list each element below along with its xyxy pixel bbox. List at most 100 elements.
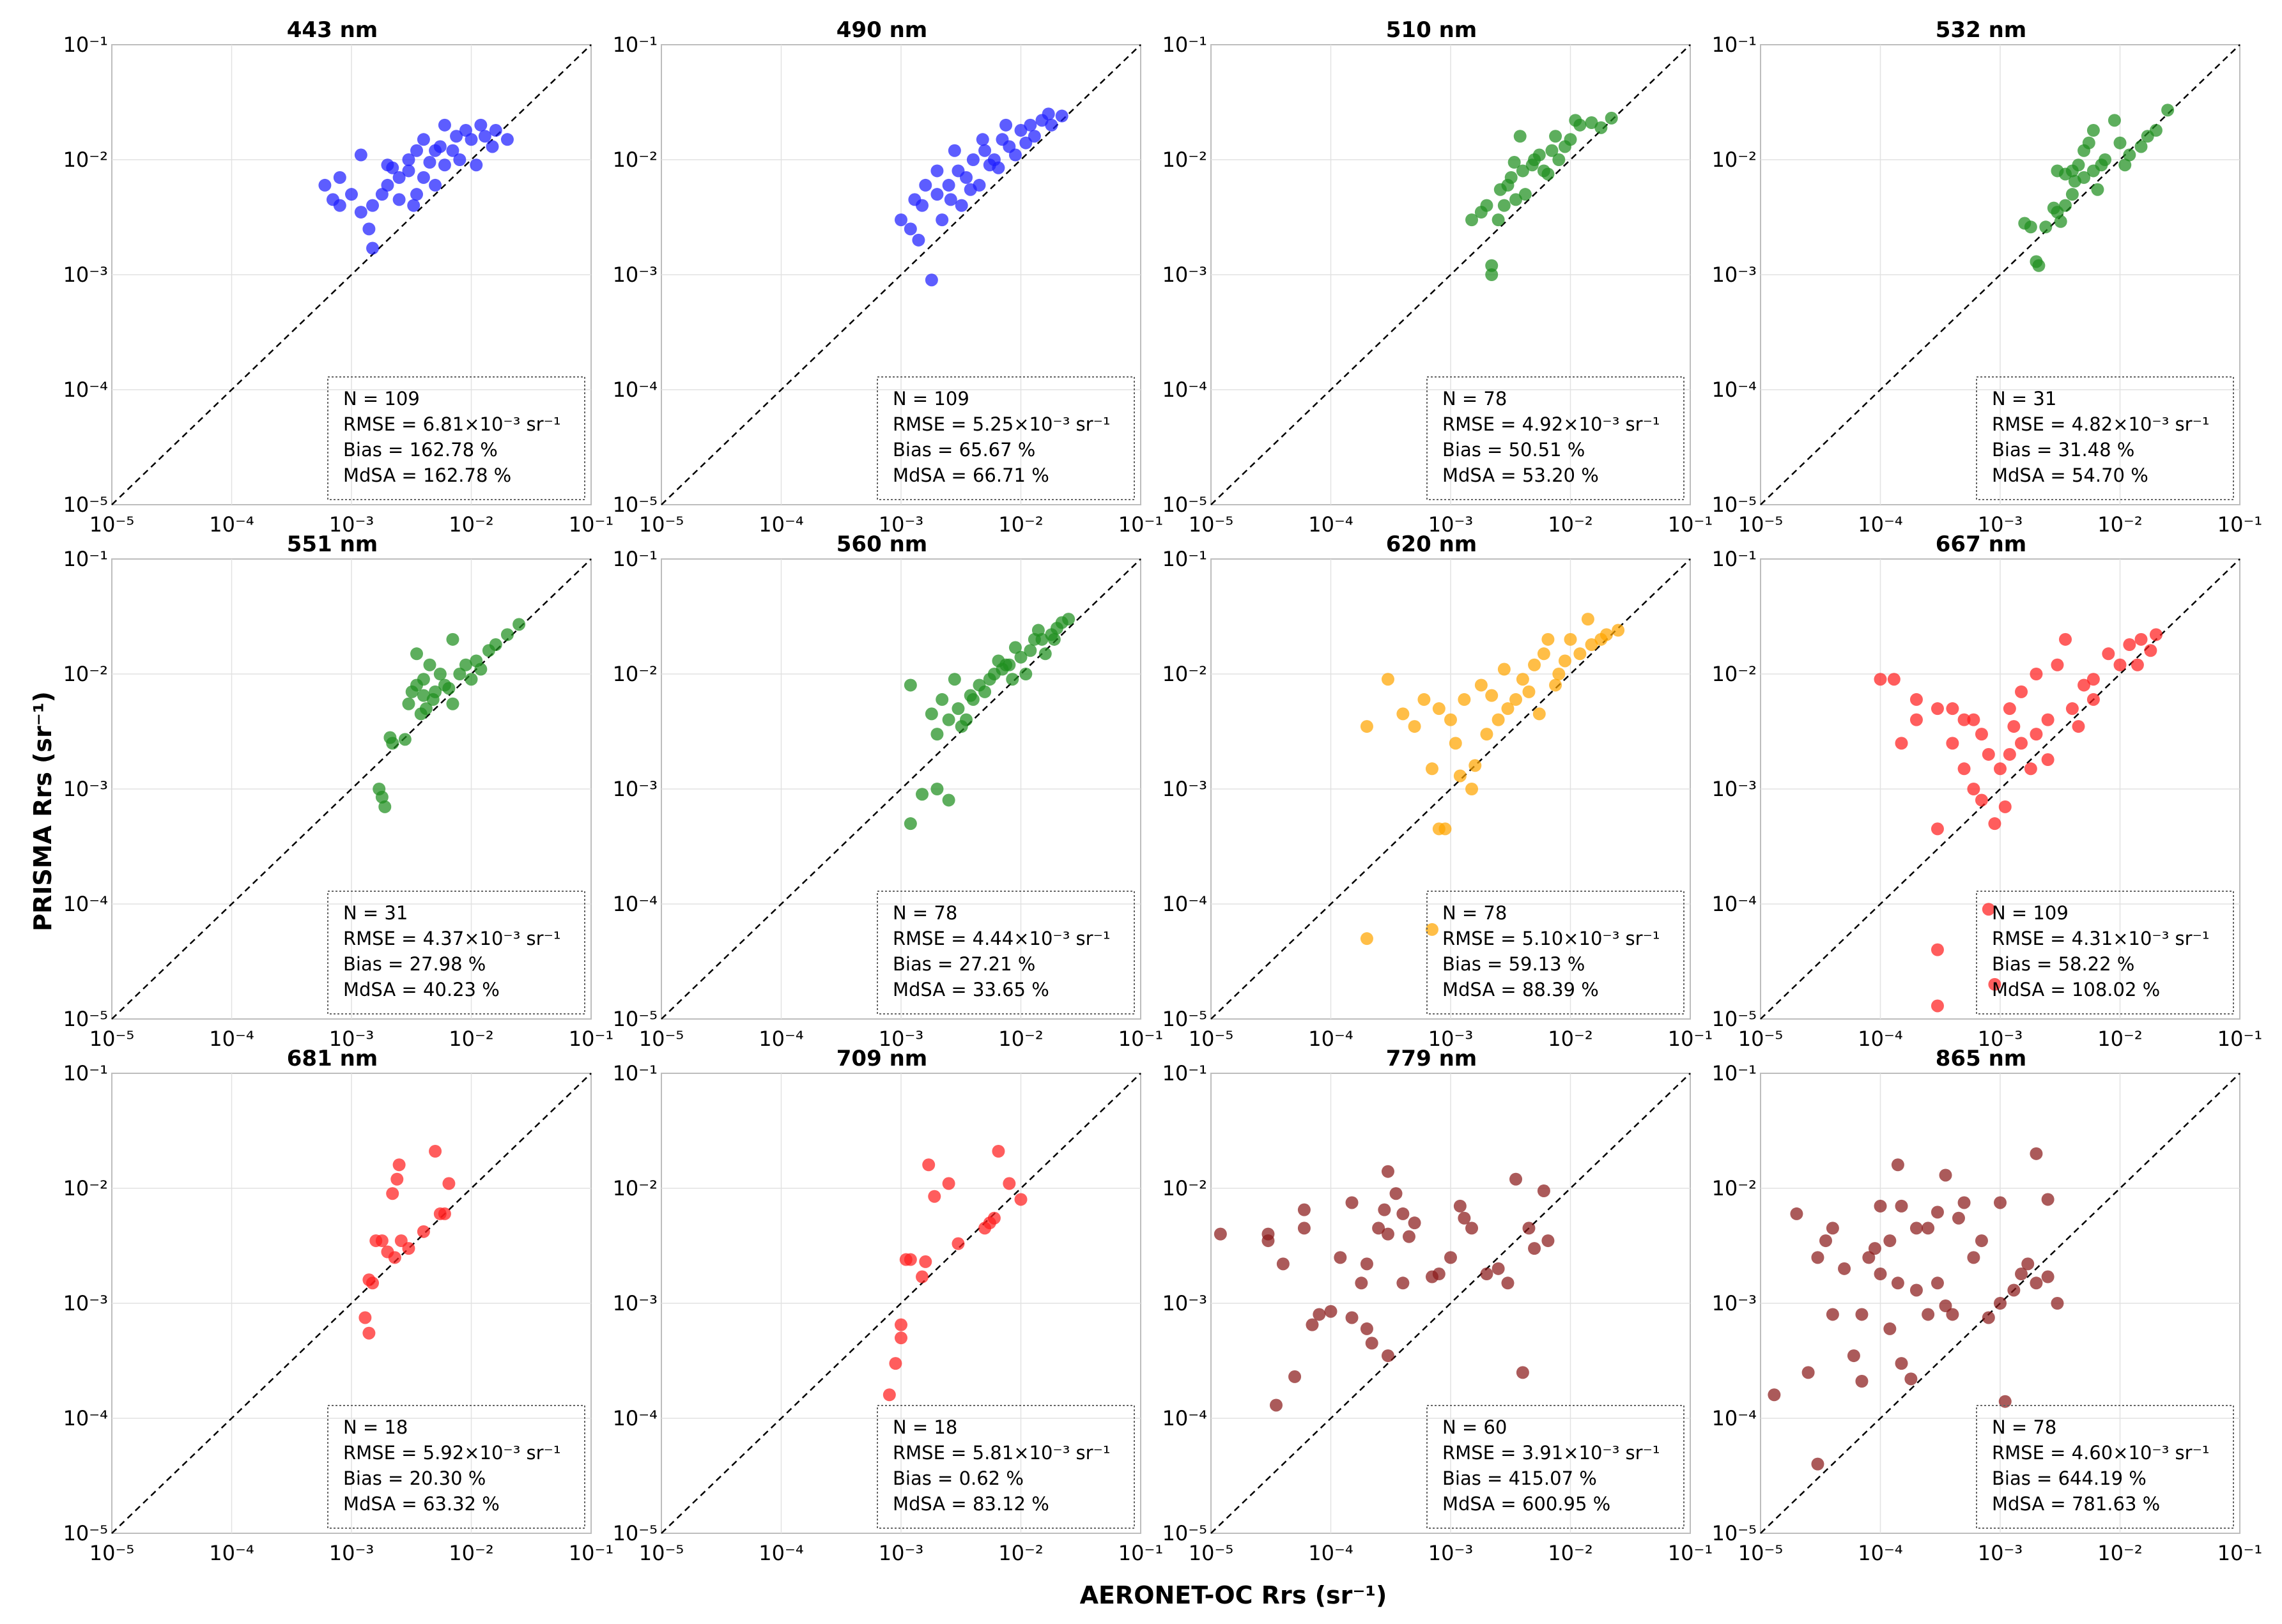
- data-point: [925, 707, 938, 721]
- y-tick-label: 10⁻³: [1162, 263, 1207, 287]
- data-point: [1811, 1457, 1824, 1471]
- x-tick-label: 10⁻¹: [569, 1027, 613, 1051]
- x-tick-label: 10⁻⁵: [1738, 1541, 1783, 1565]
- data-point: [1883, 1234, 1897, 1248]
- scatter-panel: 10⁻⁵10⁻⁵ 10⁻⁴ 10⁻⁴ 10⁻³ 10⁻³ 10⁻² 10⁻² 10⁻¹ 10⁻¹…: [1712, 532, 2263, 1051]
- x-tick-label: 10⁻³: [879, 512, 923, 537]
- y-tick-label: 10⁻⁴: [1162, 1406, 1207, 1430]
- y-tick-label: 10⁻²: [1712, 1176, 1757, 1200]
- data-point: [1261, 1234, 1275, 1248]
- y-tick-label: 10⁻¹: [1162, 33, 1207, 57]
- data-point: [1014, 650, 1028, 664]
- data-point: [1381, 1227, 1394, 1241]
- data-point: [375, 790, 389, 804]
- panel-title: 865 nm: [1936, 1046, 2026, 1071]
- data-point: [1967, 713, 1980, 726]
- stats-box: [1976, 891, 2234, 1015]
- y-tick-label: 10⁻²: [613, 1176, 658, 1200]
- data-point: [1396, 1207, 1410, 1220]
- panel-title: 510 nm: [1386, 17, 1477, 43]
- data-point: [1957, 762, 1971, 776]
- data-point: [895, 213, 907, 227]
- data-point: [2041, 753, 2055, 767]
- one-to-one-line: [111, 1073, 592, 1534]
- stats-line: Bias = 27.98 %: [343, 953, 486, 975]
- data-point: [446, 632, 459, 646]
- x-tick-label: 10⁻²: [998, 512, 1043, 537]
- y-tick-label: 10⁻⁴: [1162, 892, 1207, 916]
- stats-line: RMSE = 4.31×10⁻³ sr⁻¹: [1992, 928, 2210, 949]
- y-tick-label: 10⁻³: [613, 263, 658, 287]
- data-point: [2091, 183, 2104, 196]
- data-point: [889, 1357, 902, 1370]
- y-tick-label: 10⁻²: [63, 148, 108, 172]
- data-point: [318, 178, 332, 192]
- y-tick-label: 10⁻⁴: [1712, 1406, 1757, 1430]
- data-point: [1444, 713, 1457, 726]
- one-to-one-line: [661, 1073, 1141, 1534]
- data-point: [1994, 1196, 2007, 1209]
- y-tick-label: 10⁻³: [1712, 777, 1757, 801]
- y-tick-label: 10⁻³: [613, 777, 658, 801]
- data-point: [2003, 702, 2016, 716]
- data-point: [904, 1253, 917, 1266]
- y-tick-label: 10⁻¹: [1162, 547, 1207, 571]
- data-point: [1532, 707, 1546, 721]
- data-point: [1432, 702, 1446, 716]
- y-tick-label: 10⁻³: [63, 263, 108, 287]
- x-tick-label: 10⁻⁵: [1189, 1541, 1233, 1565]
- data-point: [1909, 1222, 1923, 1235]
- data-point: [474, 118, 488, 132]
- data-point: [1957, 1196, 1971, 1209]
- y-tick-label: 10⁻³: [1162, 1291, 1207, 1315]
- data-point: [1045, 118, 1058, 132]
- data-point: [955, 199, 968, 212]
- stats-line: Bias = 0.62 %: [893, 1467, 1024, 1489]
- y-tick-label: 10⁻²: [1712, 148, 1757, 172]
- data-point: [1417, 693, 1431, 706]
- data-point: [442, 682, 456, 695]
- data-point: [942, 1177, 955, 1190]
- data-point: [1501, 702, 1515, 716]
- data-point: [333, 199, 346, 212]
- data-point: [1931, 1206, 1944, 1219]
- stats-line: MdSA = 53.20 %: [1442, 464, 1599, 486]
- y-tick-label: 10⁻³: [1712, 1291, 1757, 1315]
- data-point: [386, 161, 399, 174]
- y-tick-label: 10⁻¹: [613, 33, 658, 57]
- data-point: [2051, 1297, 2064, 1310]
- data-point: [1537, 1184, 1550, 1198]
- data-point: [2102, 647, 2115, 661]
- one-to-one-line: [111, 44, 592, 505]
- stats-line: N = 18: [893, 1416, 957, 1438]
- data-point: [1931, 1276, 1944, 1290]
- stats-line: RMSE = 4.37×10⁻³ sr⁻¹: [343, 928, 561, 949]
- data-point: [345, 188, 358, 201]
- data-point: [2113, 658, 2127, 671]
- data-point: [392, 1158, 406, 1172]
- data-point: [1532, 148, 1546, 162]
- y-tick-label: 10⁻⁵: [1712, 1521, 1757, 1545]
- stats-line: Bias = 50.51 %: [1442, 439, 1585, 461]
- data-point: [470, 654, 483, 668]
- data-point: [2134, 140, 2148, 153]
- y-tick-label: 10⁻⁴: [63, 892, 108, 916]
- data-point: [388, 1251, 401, 1264]
- data-point: [438, 118, 451, 132]
- data-point: [1883, 1322, 1897, 1335]
- x-tick-label: 10⁻²: [1548, 1027, 1592, 1051]
- data-point: [1465, 1222, 1479, 1235]
- x-tick-label: 10⁻²: [2097, 512, 2142, 537]
- stats-line: N = 31: [1992, 388, 2056, 410]
- data-point: [1480, 199, 1493, 212]
- data-point: [1549, 678, 1562, 692]
- data-point: [1497, 199, 1511, 212]
- stats-line: MdSA = 108.02 %: [1992, 979, 2160, 1000]
- data-point: [1862, 1251, 1876, 1264]
- stats-line: RMSE = 6.81×10⁻³ sr⁻¹: [343, 413, 561, 435]
- data-point: [438, 158, 451, 172]
- stats-box: [1426, 1405, 1685, 1529]
- x-tick-label: 10⁻²: [449, 1541, 493, 1565]
- one-to-one-line: [661, 44, 1141, 505]
